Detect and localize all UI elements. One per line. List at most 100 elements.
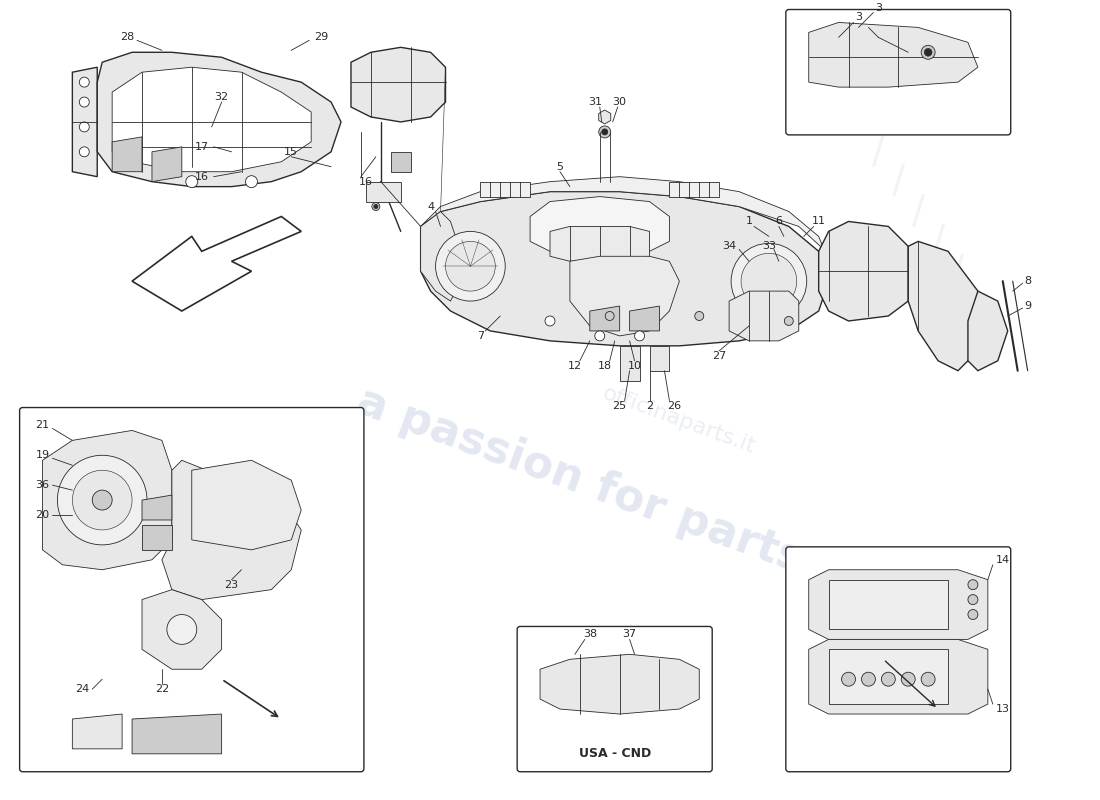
Polygon shape	[590, 306, 619, 331]
Circle shape	[79, 122, 89, 132]
Text: 15: 15	[284, 147, 298, 157]
Polygon shape	[420, 177, 828, 262]
Text: 25: 25	[613, 401, 627, 410]
Polygon shape	[112, 137, 142, 172]
Text: 29: 29	[314, 32, 328, 42]
Polygon shape	[808, 570, 988, 639]
Text: 22: 22	[155, 684, 169, 694]
Polygon shape	[390, 152, 410, 172]
Text: 16: 16	[359, 177, 373, 186]
Polygon shape	[366, 182, 400, 202]
Text: 23: 23	[224, 580, 239, 590]
Polygon shape	[152, 147, 182, 182]
Polygon shape	[73, 714, 122, 749]
Polygon shape	[598, 110, 611, 124]
Polygon shape	[191, 460, 301, 550]
Circle shape	[741, 254, 796, 309]
Circle shape	[245, 176, 257, 188]
Circle shape	[635, 331, 645, 341]
Circle shape	[186, 176, 198, 188]
Polygon shape	[73, 67, 97, 177]
Text: 11: 11	[812, 217, 826, 226]
Circle shape	[732, 243, 806, 319]
Text: 33: 33	[762, 242, 776, 251]
Polygon shape	[142, 590, 221, 670]
Text: 27: 27	[712, 350, 726, 361]
Text: 13: 13	[996, 704, 1010, 714]
Polygon shape	[112, 67, 311, 172]
Text: 30: 30	[613, 97, 627, 107]
Circle shape	[374, 205, 377, 209]
Polygon shape	[481, 182, 530, 197]
Text: 34: 34	[722, 242, 736, 251]
FancyBboxPatch shape	[785, 547, 1011, 772]
Text: 14: 14	[996, 554, 1010, 565]
FancyBboxPatch shape	[20, 407, 364, 772]
Circle shape	[968, 594, 978, 605]
Circle shape	[605, 311, 614, 321]
Circle shape	[921, 672, 935, 686]
Text: 12: 12	[568, 361, 582, 370]
Text: 36: 36	[35, 480, 50, 490]
Circle shape	[88, 725, 96, 733]
Circle shape	[168, 735, 176, 743]
Text: 32: 32	[214, 92, 229, 102]
Circle shape	[602, 129, 607, 135]
Text: USA - CND: USA - CND	[579, 747, 651, 760]
FancyBboxPatch shape	[517, 626, 712, 772]
Polygon shape	[808, 22, 978, 87]
Text: 18: 18	[597, 361, 612, 370]
Polygon shape	[550, 226, 649, 262]
Polygon shape	[570, 256, 680, 336]
Polygon shape	[530, 197, 670, 256]
Text: 38: 38	[583, 630, 597, 639]
Circle shape	[695, 311, 704, 321]
Circle shape	[901, 672, 915, 686]
Circle shape	[79, 97, 89, 107]
Polygon shape	[420, 211, 461, 301]
Polygon shape	[729, 291, 799, 341]
Polygon shape	[818, 222, 909, 321]
Text: 3: 3	[874, 2, 882, 13]
Text: 2: 2	[646, 401, 653, 410]
Circle shape	[85, 721, 100, 737]
Circle shape	[842, 672, 856, 686]
Circle shape	[73, 470, 132, 530]
Text: 26: 26	[668, 401, 681, 410]
Text: 24: 24	[75, 684, 89, 694]
Circle shape	[92, 490, 112, 510]
Text: 19: 19	[35, 450, 50, 460]
Text: /: /	[892, 162, 905, 201]
Circle shape	[968, 610, 978, 619]
Polygon shape	[909, 242, 978, 370]
Circle shape	[861, 672, 876, 686]
Polygon shape	[351, 47, 446, 122]
Circle shape	[544, 316, 556, 326]
Text: 17: 17	[195, 142, 209, 152]
Polygon shape	[132, 714, 221, 754]
Text: 8: 8	[1024, 276, 1031, 286]
Text: 7: 7	[476, 331, 484, 341]
Circle shape	[595, 331, 605, 341]
Polygon shape	[142, 525, 172, 550]
Text: 4: 4	[427, 202, 434, 211]
Polygon shape	[649, 346, 670, 370]
Polygon shape	[420, 192, 828, 346]
Circle shape	[79, 77, 89, 87]
Text: 20: 20	[35, 510, 50, 520]
Polygon shape	[43, 430, 172, 570]
Polygon shape	[828, 650, 948, 704]
Text: 5: 5	[557, 162, 563, 172]
Polygon shape	[968, 291, 1008, 370]
Polygon shape	[619, 346, 639, 381]
Circle shape	[921, 46, 935, 59]
Text: 6: 6	[776, 217, 782, 226]
Text: officinaparts.it: officinaparts.it	[601, 383, 759, 458]
Text: /: /	[872, 133, 884, 171]
Text: a passion for parts: a passion for parts	[351, 379, 810, 581]
Circle shape	[968, 580, 978, 590]
Text: 16: 16	[195, 172, 209, 182]
Text: 28: 28	[120, 32, 134, 42]
Polygon shape	[162, 460, 301, 599]
Circle shape	[598, 126, 611, 138]
